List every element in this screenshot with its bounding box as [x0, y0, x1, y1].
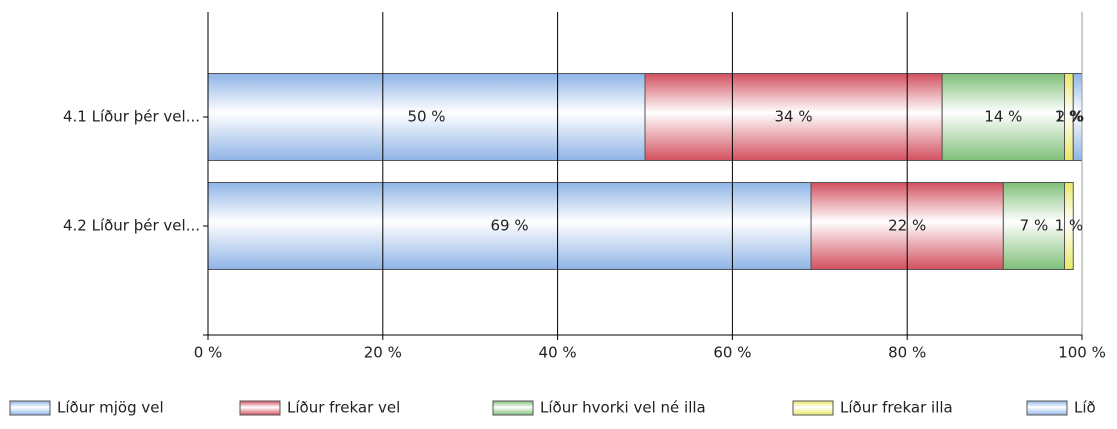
x-tick-label: 0 % [194, 344, 223, 362]
bar-segment [941, 73, 1066, 161]
bar-segment [1072, 73, 1082, 161]
bar-segment [1002, 182, 1066, 270]
bar-segment [208, 73, 646, 161]
legend-label: Líður mjög vel [57, 399, 164, 417]
legend-swatch [792, 400, 834, 416]
data-label: 1 % [1055, 217, 1084, 235]
x-tick-label: 20 % [364, 344, 402, 362]
x-tick-label: 40 % [539, 344, 577, 362]
data-label: 22 % [888, 217, 926, 235]
plot-area [208, 73, 1082, 270]
data-label: 7 % [1020, 217, 1049, 235]
bar-segment [1064, 182, 1074, 270]
legend-label: Líður frekar vel [287, 399, 400, 417]
y-tick-label: 4.2 Líður þér vel... [63, 217, 200, 235]
data-label: 2 % [1056, 108, 1085, 126]
legend-label: Líður frekar illa [840, 399, 953, 417]
x-tick-label: 60 % [713, 344, 751, 362]
data-label: 69 % [490, 217, 528, 235]
data-label: 14 % [984, 108, 1022, 126]
data-label: 34 % [775, 108, 813, 126]
data-label: 1 % [1055, 108, 1084, 126]
legend-swatch [492, 400, 534, 416]
legend-label: Líður hvorki vel né illa [540, 399, 706, 417]
legend-label: Líð [1074, 399, 1096, 417]
x-tick-label: 100 % [1058, 344, 1106, 362]
legend-swatch [9, 400, 51, 416]
bar-segment [208, 182, 812, 270]
legend-swatch [1026, 400, 1068, 416]
legend-swatch [239, 400, 281, 416]
x-tick-label: 80 % [888, 344, 926, 362]
y-tick-label: 4.1 Líður þér vel... [63, 108, 200, 126]
data-label: 50 % [407, 108, 445, 126]
bar-segment [644, 73, 943, 161]
